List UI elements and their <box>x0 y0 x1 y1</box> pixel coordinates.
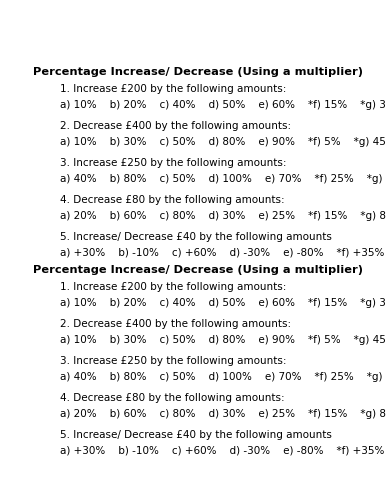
Text: 5. Increase/ Decrease £40 by the following amounts: 5. Increase/ Decrease £40 by the followi… <box>60 430 332 440</box>
Text: a) 20%    b) 60%    c) 80%    d) 30%    e) 25%    *f) 15%    *g) 85%: a) 20% b) 60% c) 80% d) 30% e) 25% *f) 1… <box>60 409 386 419</box>
Text: 1. Increase £200 by the following amounts:: 1. Increase £200 by the following amount… <box>60 84 286 94</box>
Text: 5. Increase/ Decrease £40 by the following amounts: 5. Increase/ Decrease £40 by the followi… <box>60 232 332 241</box>
Text: a) 40%    b) 80%    c) 50%    d) 100%    e) 70%    *f) 25%    *g) 75%: a) 40% b) 80% c) 50% d) 100% e) 70% *f) … <box>60 174 386 184</box>
Text: a) 10%    b) 30%    c) 50%    d) 80%    e) 90%    *f) 5%    *g) 45%: a) 10% b) 30% c) 50% d) 80% e) 90% *f) 5… <box>60 336 386 345</box>
Text: Percentage Increase/ Decrease (Using a multiplier): Percentage Increase/ Decrease (Using a m… <box>33 67 363 77</box>
Text: Percentage Increase/ Decrease (Using a multiplier): Percentage Increase/ Decrease (Using a m… <box>33 265 363 275</box>
Text: a) +30%    b) -10%    c) +60%    d) -30%    e) -80%    *f) +35%    *g) -45%: a) +30% b) -10% c) +60% d) -30% e) -80% … <box>60 248 386 258</box>
Text: 2. Decrease £400 by the following amounts:: 2. Decrease £400 by the following amount… <box>60 318 291 328</box>
Text: 1. Increase £200 by the following amounts:: 1. Increase £200 by the following amount… <box>60 282 286 292</box>
Text: a) 20%    b) 60%    c) 80%    d) 30%    e) 25%    *f) 15%    *g) 85%: a) 20% b) 60% c) 80% d) 30% e) 25% *f) 1… <box>60 212 386 222</box>
Text: a) 10%    b) 30%    c) 50%    d) 80%    e) 90%    *f) 5%    *g) 45%: a) 10% b) 30% c) 50% d) 80% e) 90% *f) 5… <box>60 138 386 147</box>
Text: 3. Increase £250 by the following amounts:: 3. Increase £250 by the following amount… <box>60 356 287 366</box>
Text: a) 10%    b) 20%    c) 40%    d) 50%    e) 60%    *f) 15%    *g) 35%: a) 10% b) 20% c) 40% d) 50% e) 60% *f) 1… <box>60 100 386 110</box>
Text: 3. Increase £250 by the following amounts:: 3. Increase £250 by the following amount… <box>60 158 287 168</box>
Text: a) 10%    b) 20%    c) 40%    d) 50%    e) 60%    *f) 15%    *g) 35%: a) 10% b) 20% c) 40% d) 50% e) 60% *f) 1… <box>60 298 386 308</box>
Text: 4. Decrease £80 by the following amounts:: 4. Decrease £80 by the following amounts… <box>60 392 285 402</box>
Text: a) +30%    b) -10%    c) +60%    d) -30%    e) -80%    *f) +35%    *g) -45%: a) +30% b) -10% c) +60% d) -30% e) -80% … <box>60 446 386 456</box>
Text: 4. Decrease £80 by the following amounts:: 4. Decrease £80 by the following amounts… <box>60 195 285 205</box>
Text: a) 40%    b) 80%    c) 50%    d) 100%    e) 70%    *f) 25%    *g) 75%: a) 40% b) 80% c) 50% d) 100% e) 70% *f) … <box>60 372 386 382</box>
Text: 2. Decrease £400 by the following amounts:: 2. Decrease £400 by the following amount… <box>60 121 291 131</box>
